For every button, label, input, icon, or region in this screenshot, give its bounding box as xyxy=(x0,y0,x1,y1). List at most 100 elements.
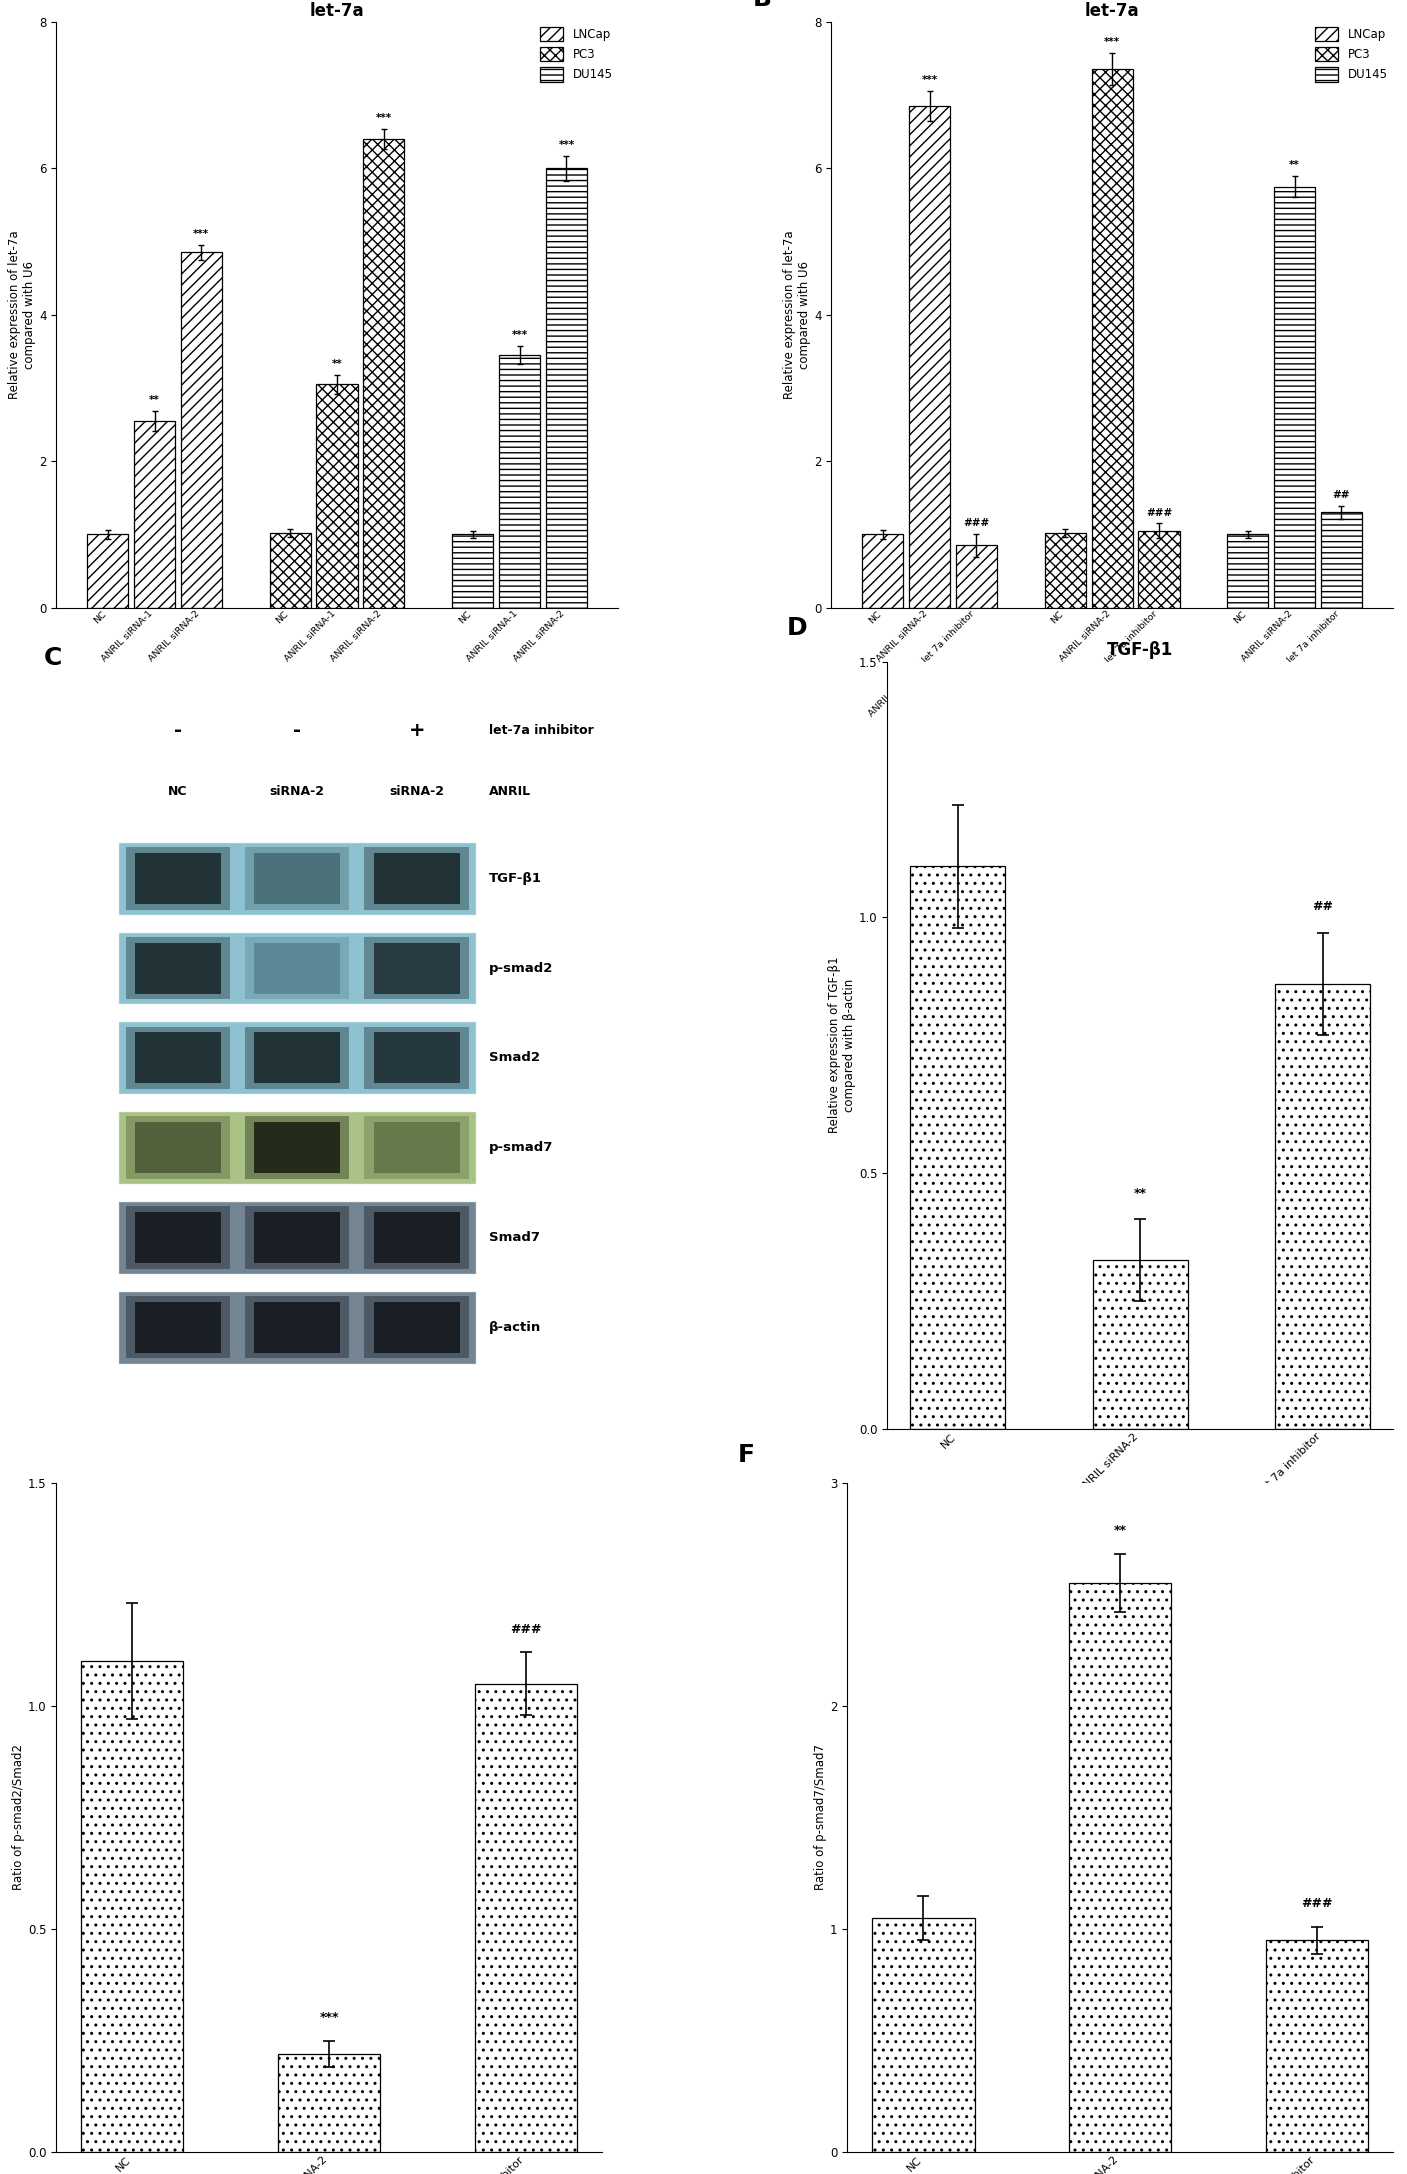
Bar xyxy=(125,1296,229,1359)
Bar xyxy=(245,848,349,909)
Text: ***: *** xyxy=(376,113,393,122)
Title: let-7a: let-7a xyxy=(1085,2,1140,20)
Text: C: C xyxy=(44,646,62,670)
Bar xyxy=(245,1115,349,1178)
Bar xyxy=(374,944,460,994)
Bar xyxy=(364,848,469,909)
Text: ***: *** xyxy=(1104,37,1120,48)
Bar xyxy=(374,1122,460,1174)
Bar xyxy=(245,848,349,909)
Text: ##: ## xyxy=(1313,900,1332,913)
Bar xyxy=(1093,1261,1188,1428)
Bar xyxy=(1266,1939,1368,2152)
Bar xyxy=(125,937,229,1000)
Text: ##: ## xyxy=(1332,489,1351,500)
Bar xyxy=(1275,985,1370,1428)
Bar xyxy=(255,1302,340,1352)
Bar xyxy=(363,139,404,607)
Text: ***: *** xyxy=(512,330,528,341)
Bar xyxy=(374,1302,460,1352)
Bar xyxy=(125,1207,229,1270)
Bar xyxy=(1138,530,1179,607)
Bar xyxy=(374,1033,460,1083)
Text: p-smad2: p-smad2 xyxy=(488,961,553,974)
Bar xyxy=(125,1115,229,1178)
Bar xyxy=(452,535,494,607)
Bar xyxy=(125,1026,229,1089)
Text: TGF-β1: TGF-β1 xyxy=(488,872,542,885)
Bar xyxy=(546,167,587,607)
Bar xyxy=(374,852,460,904)
Text: β-actin: β-actin xyxy=(488,1320,540,1333)
Bar xyxy=(364,848,469,909)
Bar xyxy=(1321,513,1362,607)
Bar xyxy=(118,933,477,1004)
Bar xyxy=(1275,187,1316,607)
Bar xyxy=(125,937,229,1000)
Legend: LNCap, PC3, DU145: LNCap, PC3, DU145 xyxy=(535,22,618,87)
Bar xyxy=(499,354,540,607)
Text: Smad2: Smad2 xyxy=(488,1052,540,1065)
Bar xyxy=(364,1296,469,1359)
Bar xyxy=(255,1211,340,1263)
Y-axis label: Relative expression of TGF-β1
compared with β-actin: Relative expression of TGF-β1 compared w… xyxy=(829,957,857,1133)
Y-axis label: Relative expression of let-7a
compared with U6: Relative expression of let-7a compared w… xyxy=(784,230,812,400)
Bar xyxy=(245,937,349,1000)
Bar xyxy=(245,1296,349,1359)
Text: siRNA-2: siRNA-2 xyxy=(390,785,445,798)
Bar xyxy=(245,1115,349,1178)
Bar xyxy=(909,107,950,607)
Bar xyxy=(135,1122,221,1174)
Text: NC: NC xyxy=(167,785,187,798)
Bar xyxy=(125,937,229,1000)
Bar xyxy=(910,865,1005,1428)
Bar xyxy=(1092,70,1133,607)
Bar xyxy=(364,1207,469,1270)
Bar xyxy=(125,848,229,909)
Bar xyxy=(1069,1583,1171,2152)
Text: B: B xyxy=(753,0,771,11)
Bar xyxy=(255,1033,340,1083)
Bar xyxy=(125,1207,229,1270)
Bar xyxy=(245,937,349,1000)
Bar xyxy=(125,1207,229,1270)
Bar xyxy=(364,937,469,1000)
Bar xyxy=(862,535,903,607)
Text: p-smad7: p-smad7 xyxy=(488,1141,553,1154)
Bar xyxy=(135,1302,221,1352)
Bar xyxy=(364,848,469,909)
Bar xyxy=(118,1111,477,1185)
Bar xyxy=(245,1296,349,1359)
Text: ***: *** xyxy=(193,228,210,239)
Bar xyxy=(364,1026,469,1089)
Bar xyxy=(364,1115,469,1178)
Text: F: F xyxy=(739,1444,756,1467)
Bar xyxy=(245,848,349,909)
Text: **: ** xyxy=(1289,161,1300,170)
Bar xyxy=(245,1296,349,1359)
Bar xyxy=(125,1296,229,1359)
Bar xyxy=(245,1026,349,1089)
Bar xyxy=(87,535,128,607)
Bar xyxy=(125,1026,229,1089)
Bar xyxy=(135,1033,221,1083)
Bar xyxy=(118,1291,477,1363)
Bar xyxy=(135,852,221,904)
Bar xyxy=(245,1207,349,1270)
Text: ***: *** xyxy=(319,2011,339,2024)
Text: **: ** xyxy=(149,396,160,404)
Bar xyxy=(1227,535,1269,607)
Text: **: ** xyxy=(1134,1187,1147,1200)
Y-axis label: Ratio of p-smad7/Smad7: Ratio of p-smad7/Smad7 xyxy=(815,1744,827,1891)
Bar xyxy=(82,1661,183,2152)
Bar xyxy=(118,1200,477,1274)
Y-axis label: Ratio of p-smad2/Smad2: Ratio of p-smad2/Smad2 xyxy=(13,1744,25,1891)
Bar xyxy=(955,546,998,607)
Bar xyxy=(364,937,469,1000)
Text: ###: ### xyxy=(1145,507,1172,517)
Bar xyxy=(125,1115,229,1178)
Bar xyxy=(245,1207,349,1270)
Text: ***: *** xyxy=(922,76,937,85)
Text: +: + xyxy=(408,722,425,739)
Bar xyxy=(872,1917,975,2152)
